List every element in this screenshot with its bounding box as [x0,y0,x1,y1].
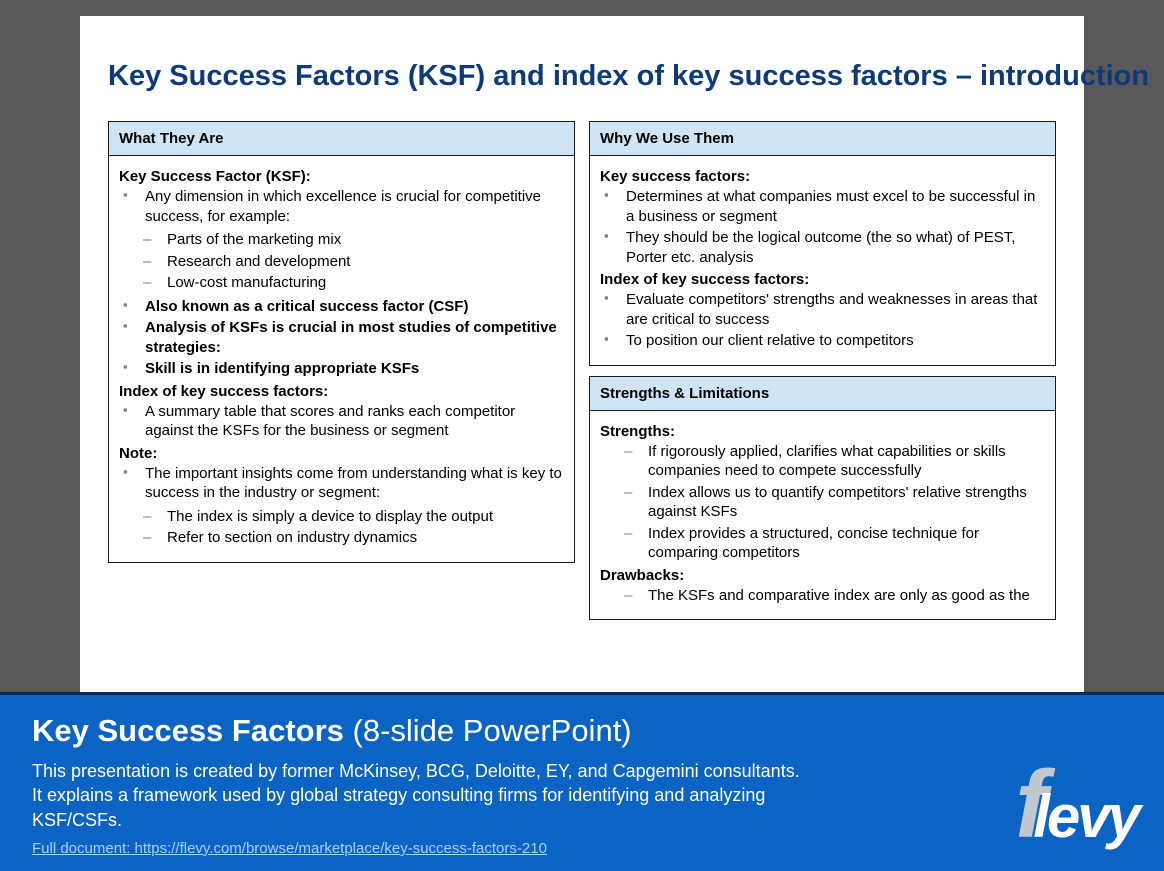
footer-title-rest: (8-slide PowerPoint) [344,713,632,748]
section-label: Key Success Factor (KSF): [119,168,564,185]
dash-item: The KSFs and comparative index are only … [644,586,1045,606]
panel-why-we-use-them: Why We Use Them Key success factors: Det… [589,121,1056,366]
section-label: Key success factors: [600,168,1045,185]
right-column: Why We Use Them Key success factors: Det… [589,121,1056,620]
bullet-item: The important insights come from underst… [141,464,564,503]
footer-title: Key Success Factors (8-slide PowerPoint) [32,713,1132,749]
panel-header: Why We Use Them [590,122,1055,156]
dash-item: Refer to section on industry dynamics [163,528,564,548]
dash-item: Index provides a structured, concise tec… [644,524,1045,563]
panel-strengths-limitations: Strengths & Limitations Strengths: If ri… [589,376,1056,621]
slide: Key Success Factors (KSF) and index of k… [80,16,1084,692]
promo-footer: Key Success Factors (8-slide PowerPoint)… [0,692,1164,871]
bullet-item: Determines at what companies must excel … [622,187,1045,226]
section-label: Drawbacks: [600,567,1045,584]
panel-body: Key Success Factor (KSF): Any dimension … [109,156,574,562]
bullet-item: To position our client relative to compe… [622,331,1045,351]
section-label: Strengths: [600,423,1045,440]
bullet-list: A summary table that scores and ranks ea… [119,402,564,441]
bullet-item: Skill is in identifying appropriate KSFs [141,359,564,379]
bullet-list: Any dimension in which excellence is cru… [119,187,564,226]
bullet-item: A summary table that scores and ranks ea… [141,402,564,441]
bullet-item: They should be the logical outcome (the … [622,228,1045,267]
panel-body: Key success factors: Determines at what … [590,156,1055,365]
bullet-item: Analysis of KSFs is crucial in most stud… [141,318,564,357]
bullet-list: The important insights come from underst… [119,464,564,503]
dash-item: Low-cost manufacturing [163,273,564,293]
logo-text: levy [1033,782,1138,851]
dash-item: Research and development [163,252,564,272]
bullet-item: Also known as a critical success factor … [141,297,564,317]
footer-link[interactable]: Full document: https://flevy.com/browse/… [32,840,547,857]
footer-title-bold: Key Success Factors [32,713,344,748]
section-label: Note: [119,445,564,462]
dash-list: The KSFs and comparative index are only … [600,586,1045,606]
section-label: Index of key success factors: [600,271,1045,288]
left-column: What They Are Key Success Factor (KSF): … [108,121,575,620]
flevy-logo: f levy [1015,771,1138,851]
section-label: Index of key success factors: [119,383,564,400]
bullet-item: Evaluate competitors' strengths and weak… [622,290,1045,329]
panel-header: Strengths & Limitations [590,377,1055,411]
bullet-item: Any dimension in which excellence is cru… [141,187,564,226]
dash-item: Parts of the marketing mix [163,230,564,250]
dash-item: The index is simply a device to display … [163,507,564,527]
slide-columns: What They Are Key Success Factor (KSF): … [108,121,1056,620]
bullet-list: Also known as a critical success factor … [119,297,564,379]
panel-what-they-are: What They Are Key Success Factor (KSF): … [108,121,575,563]
dash-list: If rigorously applied, clarifies what ca… [600,442,1045,563]
dash-item: Index allows us to quantify competitors'… [644,483,1045,522]
bullet-list: Determines at what companies must excel … [600,187,1045,267]
panel-body: Strengths: If rigorously applied, clarif… [590,411,1055,620]
slide-title: Key Success Factors (KSF) and index of k… [108,60,1056,93]
dash-list: Parts of the marketing mix Research and … [119,230,564,293]
bullet-list: Evaluate competitors' strengths and weak… [600,290,1045,351]
dash-item: If rigorously applied, clarifies what ca… [644,442,1045,481]
dash-list: The index is simply a device to display … [119,507,564,548]
panel-header: What They Are [109,122,574,156]
footer-description: This presentation is created by former M… [32,759,812,832]
